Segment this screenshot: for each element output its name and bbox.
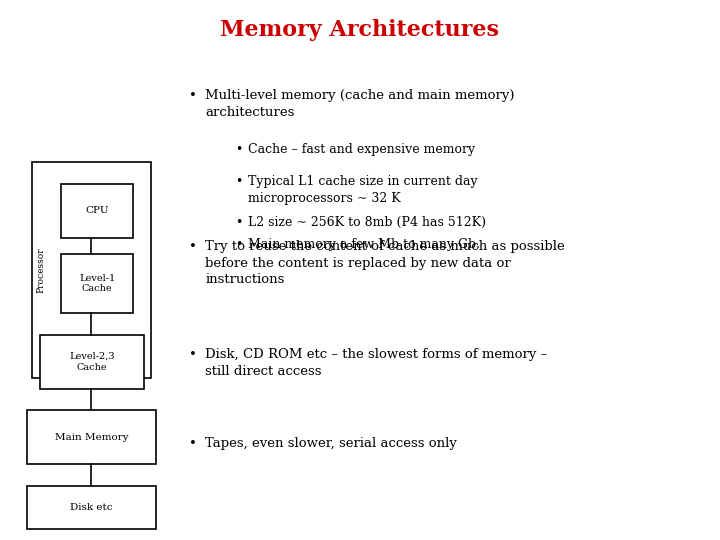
Text: •: • xyxy=(189,348,197,361)
Text: Level-1
Cache: Level-1 Cache xyxy=(79,274,115,293)
Bar xyxy=(27,486,156,529)
Text: •: • xyxy=(189,89,197,102)
Text: Typical L1 cache size in current day
microprocessors ~ 32 K: Typical L1 cache size in current day mic… xyxy=(248,176,478,205)
Text: Try to reuse the content of cache as much as possible
before the content is repl: Try to reuse the content of cache as muc… xyxy=(205,240,565,286)
Text: Main Memory: Main Memory xyxy=(55,433,128,442)
Text: •: • xyxy=(189,240,197,253)
Text: •: • xyxy=(235,176,243,188)
Bar xyxy=(61,184,133,238)
Text: Memory Architectures: Memory Architectures xyxy=(220,19,498,41)
Text: L2 size ~ 256K to 8mb (P4 has 512K): L2 size ~ 256K to 8mb (P4 has 512K) xyxy=(248,216,487,229)
Text: Level-2,3
Cache: Level-2,3 Cache xyxy=(69,352,114,372)
Text: Main memory a few Mb to many Gb.: Main memory a few Mb to many Gb. xyxy=(248,238,480,251)
Bar xyxy=(40,335,144,389)
Text: •: • xyxy=(235,143,243,156)
Text: Multi-level memory (cache and main memory)
architectures: Multi-level memory (cache and main memor… xyxy=(205,89,515,119)
Text: Tapes, even slower, serial access only: Tapes, even slower, serial access only xyxy=(205,437,457,450)
Text: •: • xyxy=(235,238,243,251)
Bar xyxy=(61,254,133,313)
Text: Cache – fast and expensive memory: Cache – fast and expensive memory xyxy=(248,143,475,156)
Bar xyxy=(27,410,156,464)
Text: Disk, CD ROM etc – the slowest forms of memory –
still direct access: Disk, CD ROM etc – the slowest forms of … xyxy=(205,348,547,378)
Bar xyxy=(32,162,151,378)
Text: CPU: CPU xyxy=(86,206,109,215)
Text: •: • xyxy=(189,437,197,450)
Text: Disk etc: Disk etc xyxy=(70,503,113,512)
Text: •: • xyxy=(235,216,243,229)
Text: Processor: Processor xyxy=(37,247,45,293)
